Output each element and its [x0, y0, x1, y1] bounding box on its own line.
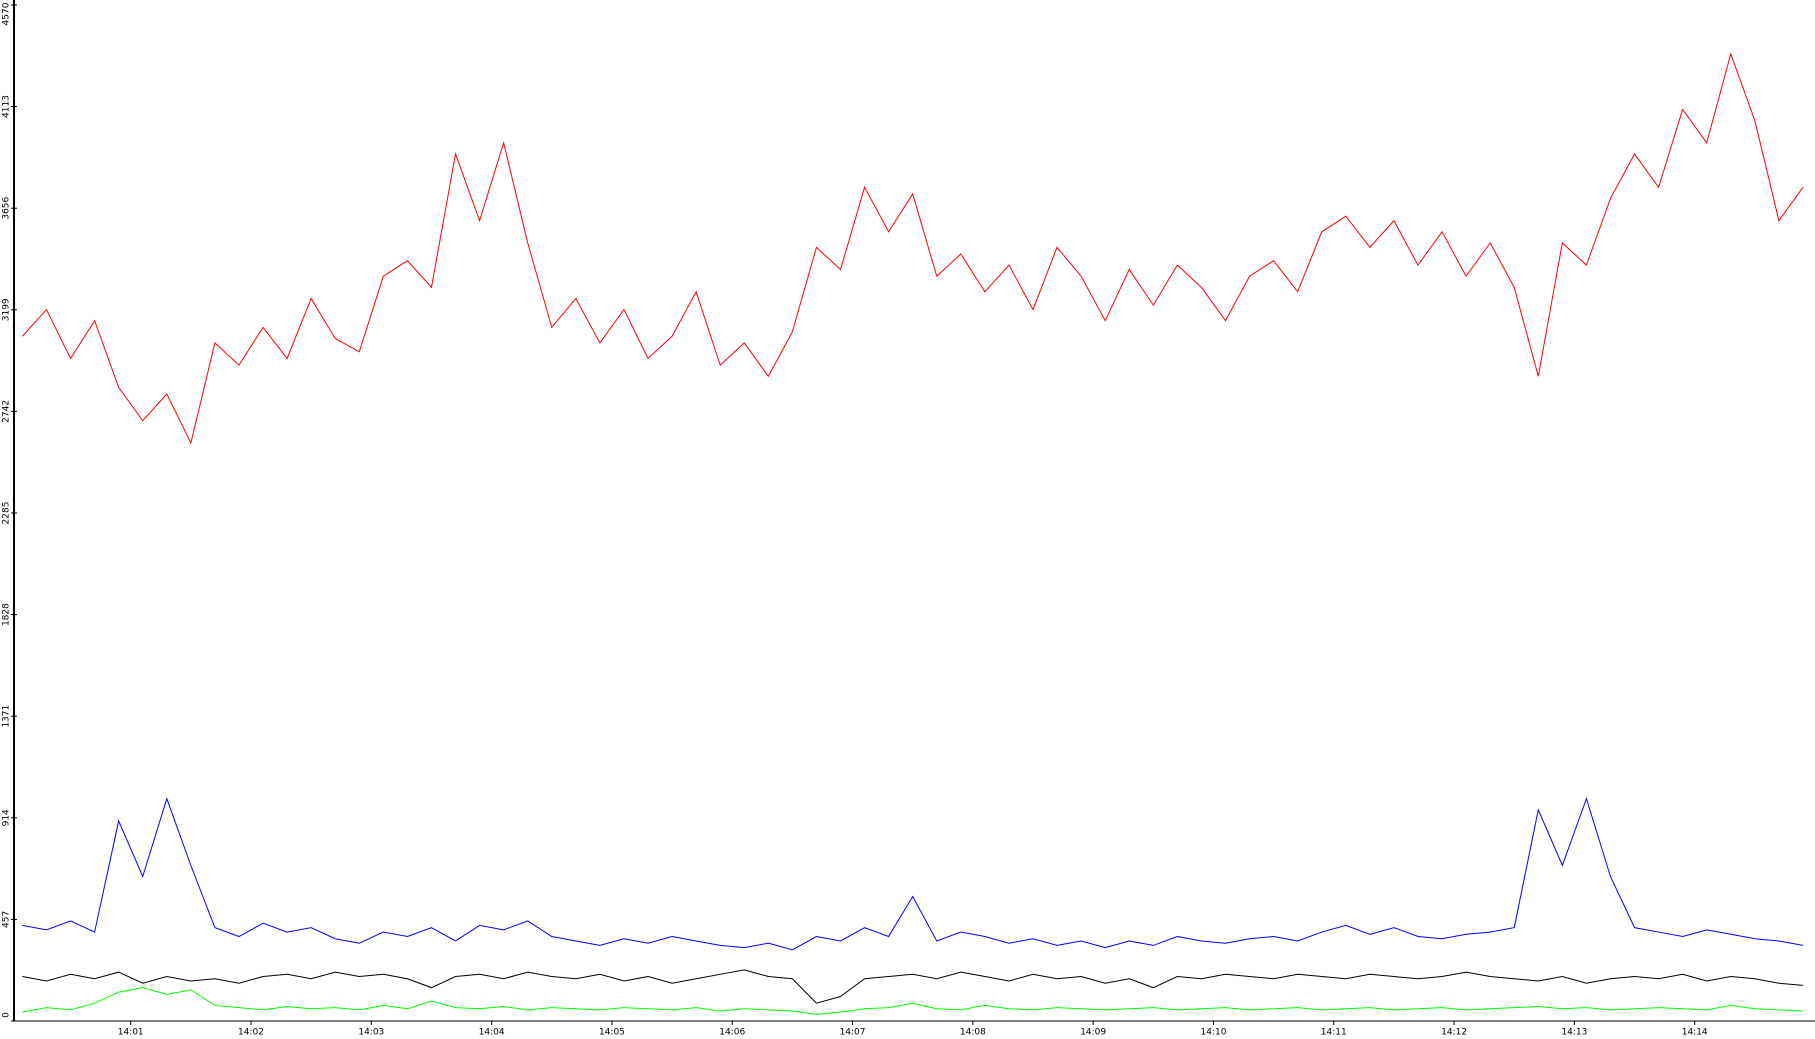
- x-tick-label: 14:09: [1080, 1028, 1106, 1038]
- x-tick-label: 14:11: [1321, 1028, 1347, 1038]
- x-tick-label: 14:10: [1200, 1028, 1226, 1038]
- y-tick-label: 2742: [2, 400, 12, 423]
- y-tick-label: 0: [2, 1012, 12, 1018]
- series-line: [22, 969, 1804, 1004]
- y-tick-label: 1371: [2, 705, 12, 728]
- y-tick-label: 914: [2, 809, 12, 826]
- x-tick-label: 14:07: [840, 1028, 866, 1038]
- series-line: [22, 52, 1804, 445]
- y-tick-label: 4113: [2, 95, 12, 118]
- x-tick-label: 14:01: [118, 1028, 144, 1038]
- x-tick-label: 14:05: [599, 1028, 625, 1038]
- x-tick-label: 14:08: [960, 1028, 986, 1038]
- y-tick-label: 3656: [2, 196, 12, 219]
- y-tick-label: 1828: [2, 603, 12, 626]
- x-tick-label: 14:12: [1441, 1028, 1467, 1038]
- x-tick-label: 14:13: [1561, 1028, 1587, 1038]
- series-line: [22, 797, 1804, 951]
- x-tick-label: 14:03: [358, 1028, 384, 1038]
- x-tick-label: 14:06: [719, 1028, 745, 1038]
- x-tick-label: 14:14: [1682, 1028, 1708, 1038]
- y-tick-label: 3199: [2, 298, 12, 321]
- x-tick-label: 14:02: [238, 1028, 264, 1038]
- y-tick-label: 4570: [2, 2, 12, 25]
- x-tick-label: 14:04: [479, 1028, 505, 1038]
- series-line: [22, 987, 1803, 1015]
- y-tick-label: 457: [2, 911, 12, 928]
- y-tick-label: 2285: [2, 502, 12, 525]
